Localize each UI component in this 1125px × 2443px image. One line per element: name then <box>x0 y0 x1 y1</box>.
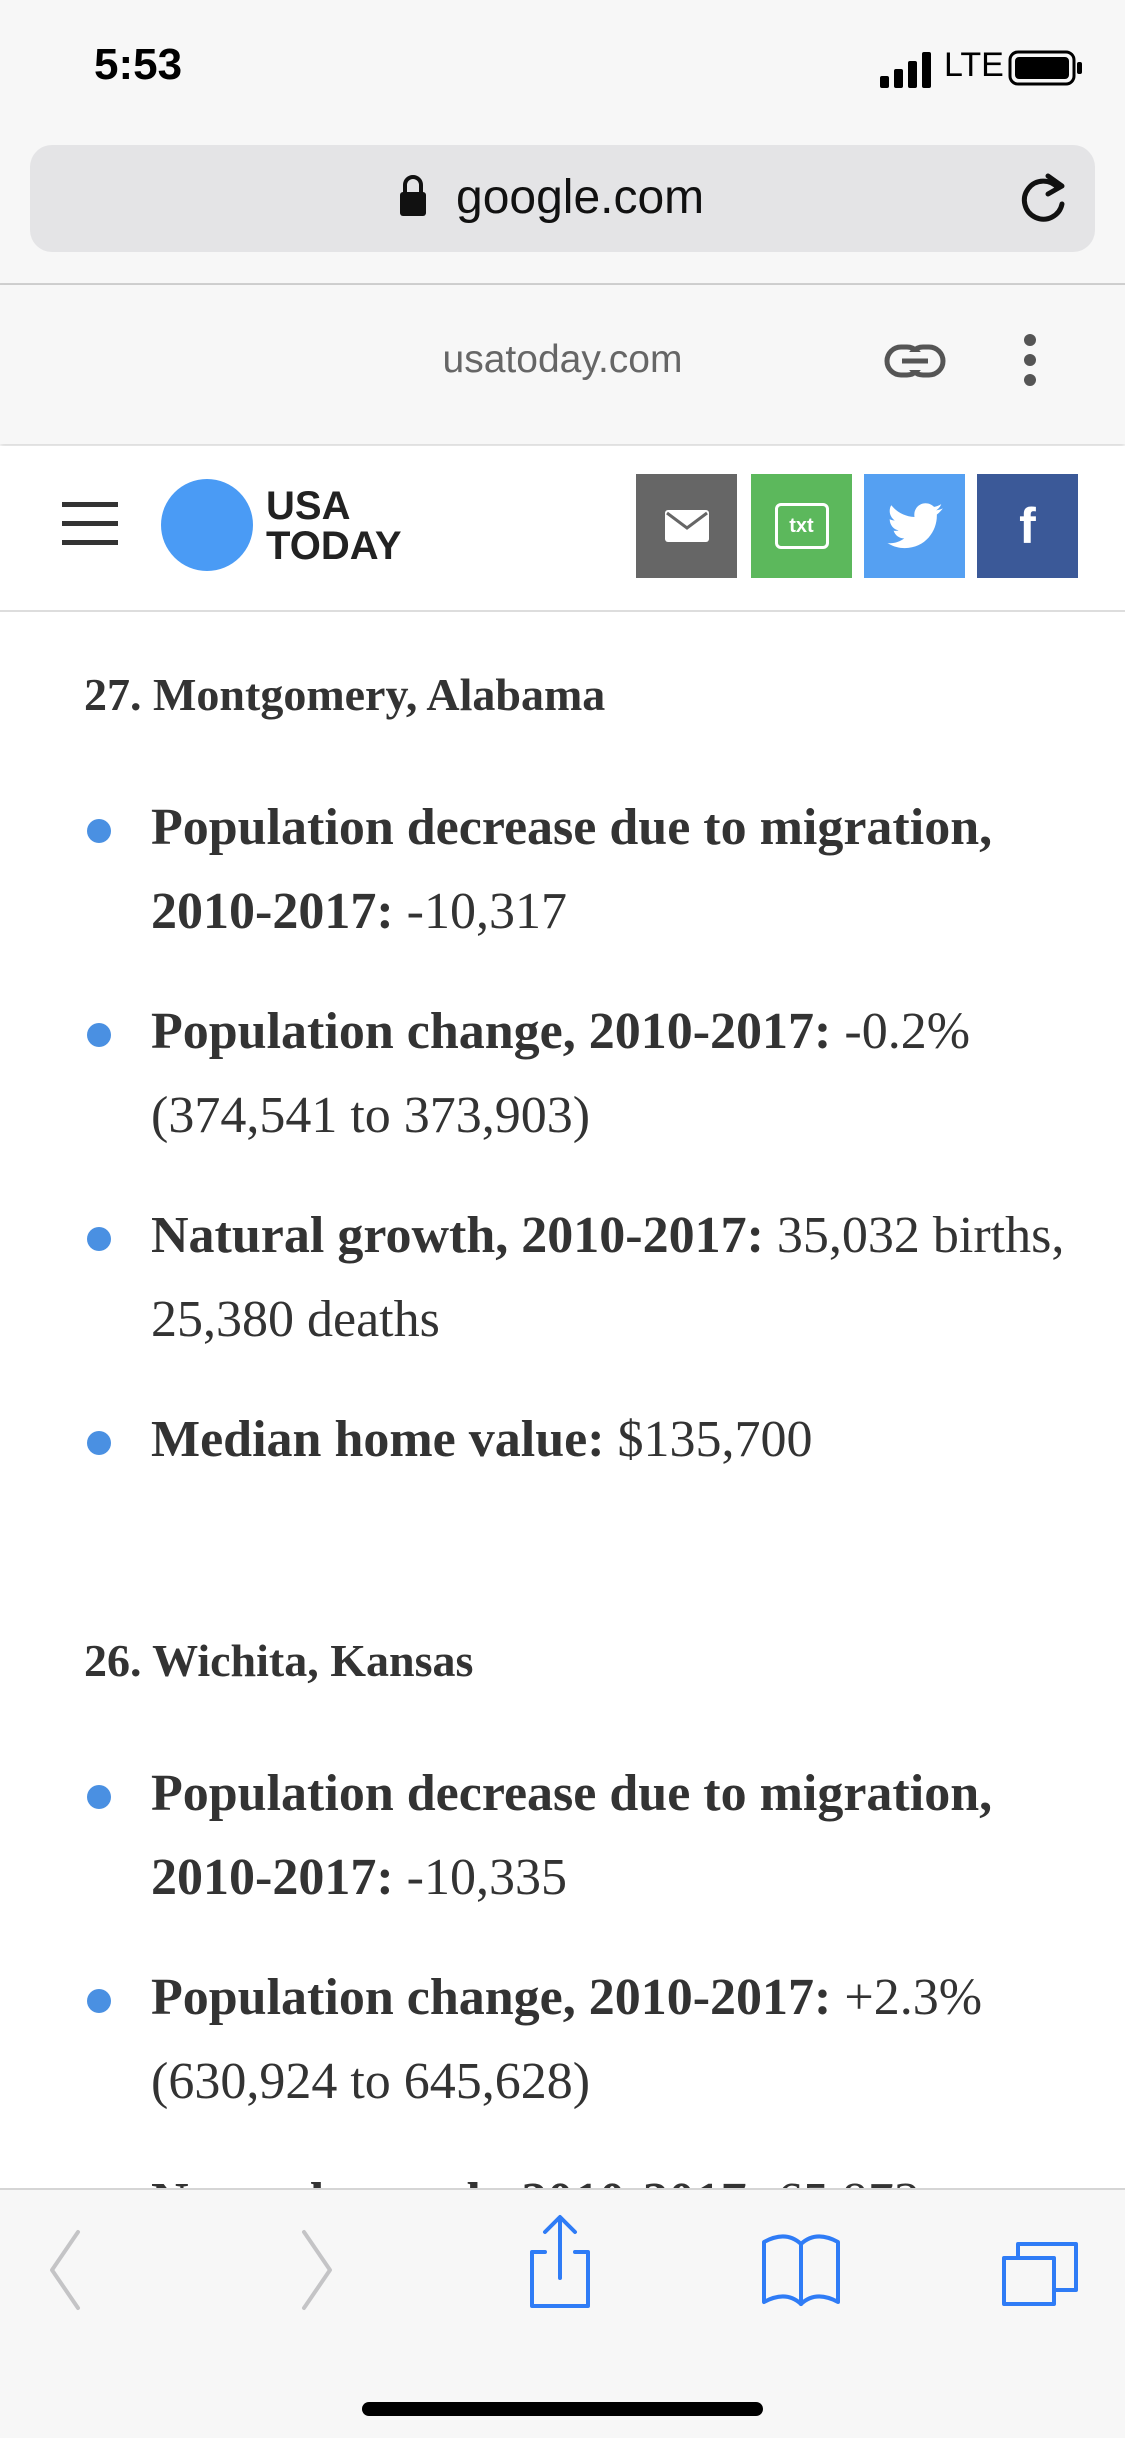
item-label: Natural growth, 2010-2017: <box>151 1207 764 1264</box>
list-item: Median home value: $135,700 <box>87 1398 1065 1482</box>
facebook-button[interactable]: f <box>977 474 1078 578</box>
battery <box>1008 50 1082 86</box>
item-label: Median home value: <box>151 1411 605 1468</box>
logo-text: TODAY <box>266 524 402 568</box>
lock-icon <box>400 175 426 216</box>
list-item: Population change, 2010-2017: +2.3% (630,… <box>87 1956 1065 2124</box>
item-value: 35,032 births, 25,380 deaths <box>151 1207 1065 1348</box>
text-label: txt <box>789 514 814 537</box>
text-icon: txt <box>774 503 829 549</box>
item-value: -0.2% (374,541 to 373,903) <box>151 1003 971 1144</box>
signal <box>880 52 931 88</box>
forward <box>302 2230 332 2310</box>
link-icon[interactable] <box>884 344 946 378</box>
more-icon[interactable] <box>1022 332 1038 388</box>
text-button[interactable]: txt <box>751 474 852 578</box>
item-value: +2.3% (630,924 to 645,628) <box>151 1969 983 2110</box>
site: usatoday.com <box>442 338 683 381</box>
reload[interactable] <box>1018 168 1070 226</box>
item-label: Population change, 2010-2017: <box>151 1969 832 2026</box>
logo-text: USA <box>266 484 351 528</box>
article: 27. Montgomery, Alabama Population decrea… <box>0 653 1125 2188</box>
list-item: Population decrease due to migration, 20… <box>87 786 1065 954</box>
bookmarks[interactable] <box>762 2234 840 2306</box>
section-heading: 26. Wichita, Kansas <box>84 1635 474 1686</box>
item-value: 65,873 <box>777 2173 920 2188</box>
item-value: -10,335 <box>406 1849 567 1906</box>
list-item: Population decrease due to migration, 20… <box>87 1752 1065 1920</box>
back <box>50 2230 80 2310</box>
list-item: Natural growth, 2010-2017: 65,873 <box>151 2160 1065 2188</box>
item-label: Population decrease due to migration, 20… <box>151 799 993 940</box>
logo-circle <box>161 479 253 571</box>
tabs[interactable] <box>1002 2242 1078 2306</box>
item-label: Population decrease due to migration, 20… <box>151 1765 993 1906</box>
list-item: Natural growth, 2010-2017: 35,032 births,… <box>87 1194 1065 1362</box>
item-value: $135,700 <box>617 1411 813 1468</box>
status-bar <box>0 0 1125 140</box>
share[interactable] <box>530 2215 590 2308</box>
item-value: -10,317 <box>406 883 567 940</box>
time: 5:53 <box>94 40 183 89</box>
network: LTE <box>944 46 1004 84</box>
menu-icon[interactable] <box>62 500 118 548</box>
item-label: Natural growth, 2010-2017: <box>151 2173 764 2188</box>
item-label: Population change, 2010-2017: <box>151 1003 832 1060</box>
email-button[interactable] <box>636 474 737 578</box>
section-heading: 27. Montgomery, Alabama <box>84 669 606 720</box>
twitter-button[interactable] <box>864 474 965 578</box>
url[interactable]: google.com <box>456 171 705 224</box>
home-indicator <box>362 2402 763 2416</box>
section: 27. Montgomery, Alabama Population decrea… <box>0 653 1125 1482</box>
section: 26. Wichita, Kansas Population decrease d… <box>0 1619 1125 2188</box>
list-item: Population change, 2010-2017: -0.2% (374,… <box>87 990 1065 1158</box>
toolbar <box>0 2188 1125 2438</box>
amp-bar <box>0 285 1125 444</box>
facebook-label: f <box>1019 498 1036 554</box>
toolbar-icons <box>50 2215 1078 2416</box>
address-bar[interactable] <box>30 145 1095 252</box>
